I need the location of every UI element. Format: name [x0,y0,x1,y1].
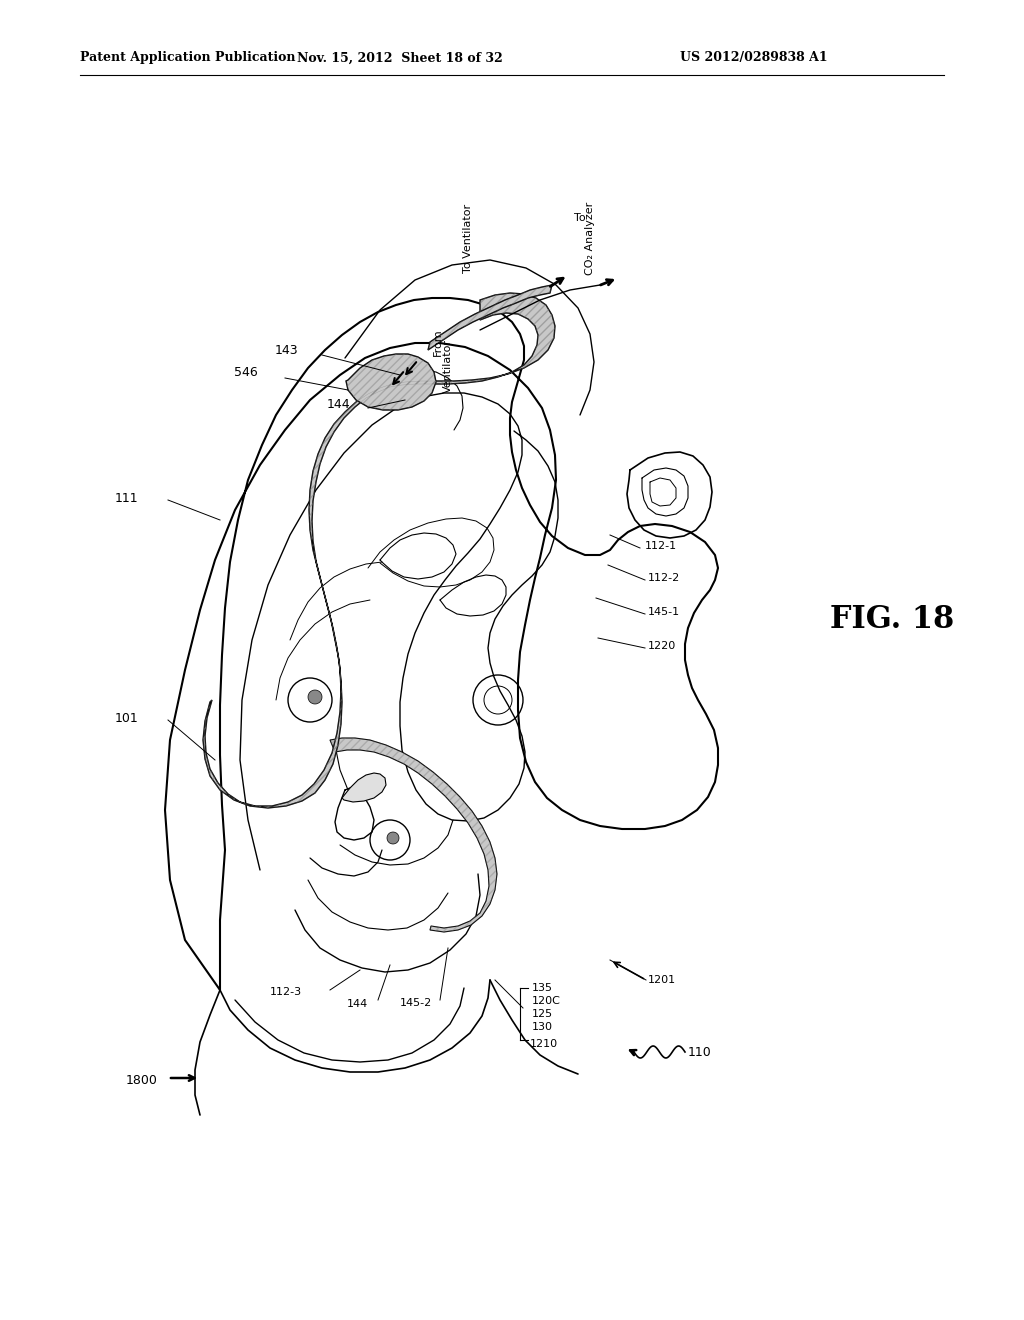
Text: 144: 144 [327,397,350,411]
Text: 143: 143 [274,343,298,356]
Text: 120C: 120C [532,997,561,1006]
Text: To: To [574,213,586,223]
Text: 112-3: 112-3 [270,987,302,997]
Circle shape [387,832,399,843]
Text: Nov. 15, 2012  Sheet 18 of 32: Nov. 15, 2012 Sheet 18 of 32 [297,51,503,65]
Text: 145-2: 145-2 [399,998,432,1008]
Text: 145-1: 145-1 [648,607,680,616]
Text: 101: 101 [115,711,138,725]
Text: 112-1: 112-1 [645,541,677,550]
Text: 144: 144 [347,999,368,1008]
Polygon shape [428,285,552,350]
Text: 546: 546 [234,367,258,380]
Text: FIG. 18: FIG. 18 [830,605,954,635]
Text: 1220: 1220 [648,642,676,651]
Polygon shape [330,738,497,932]
Text: 1201: 1201 [648,975,676,985]
Polygon shape [342,774,386,803]
Text: US 2012/0289838 A1: US 2012/0289838 A1 [680,51,827,65]
Polygon shape [346,354,436,411]
Text: 112-2: 112-2 [648,573,680,583]
Text: Ventilator: Ventilator [443,339,453,393]
Text: 1210: 1210 [530,1039,558,1049]
Polygon shape [203,293,555,808]
Text: 135: 135 [532,983,553,993]
Text: 110: 110 [688,1047,712,1060]
Circle shape [308,690,322,704]
Text: CO₂ Analyzer: CO₂ Analyzer [585,202,595,275]
Text: From: From [433,329,443,356]
Text: 130: 130 [532,1022,553,1032]
Text: Patent Application Publication: Patent Application Publication [80,51,296,65]
Text: 111: 111 [115,491,138,504]
Text: 125: 125 [532,1008,553,1019]
Text: 1800: 1800 [126,1073,158,1086]
Text: To Ventilator: To Ventilator [463,203,473,272]
